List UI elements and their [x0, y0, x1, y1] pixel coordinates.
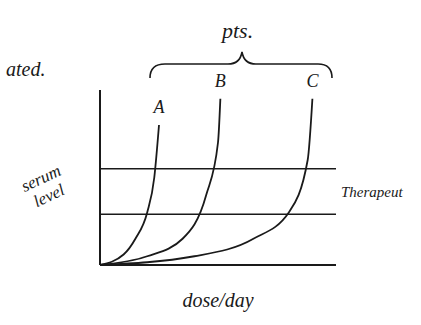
- svg-text:B: B: [215, 71, 226, 91]
- svg-text:A: A: [153, 97, 166, 117]
- html-text:ated.: ated.: [6, 58, 46, 80]
- html-text:pts.: pts.: [222, 18, 254, 43]
- svg-text:C: C: [306, 71, 319, 91]
- html-text:serum level: serum level: [18, 161, 68, 211]
- svg-text:dose/day: dose/day: [182, 289, 253, 312]
- svg-text:Therapeut: Therapeut: [341, 184, 403, 200]
